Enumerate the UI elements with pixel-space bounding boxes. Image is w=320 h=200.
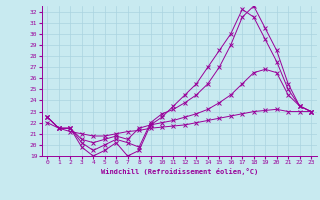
X-axis label: Windchill (Refroidissement éolien,°C): Windchill (Refroidissement éolien,°C) — [100, 168, 258, 175]
